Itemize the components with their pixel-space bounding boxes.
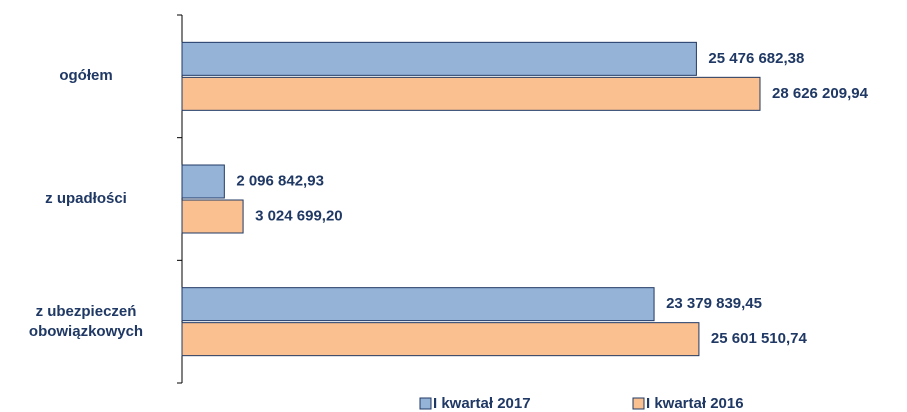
legend-label: I kwartał 2016 <box>646 395 744 412</box>
bar <box>181 287 655 322</box>
category-label: ogółem <box>59 67 113 85</box>
category-label: z ubezpieczeń obowiązkowych <box>28 302 144 340</box>
value-label: 25 601 510,74 <box>711 330 808 347</box>
bar <box>181 322 700 357</box>
bar <box>181 164 225 199</box>
value-label: 23 379 839,45 <box>666 295 762 312</box>
bar <box>181 76 761 111</box>
legend-label: I kwartał 2017 <box>433 395 531 412</box>
bar <box>181 199 244 234</box>
value-label: 25 476 682,38 <box>708 50 804 67</box>
value-label: 3 024 699,20 <box>255 207 343 224</box>
bar <box>181 41 697 76</box>
value-label: 2 096 842,93 <box>236 172 324 189</box>
category-label: z upadłości <box>45 190 127 207</box>
value-label: 28 626 209,94 <box>772 85 869 102</box>
legend-swatch <box>632 397 645 410</box>
legend-swatch <box>419 397 432 410</box>
